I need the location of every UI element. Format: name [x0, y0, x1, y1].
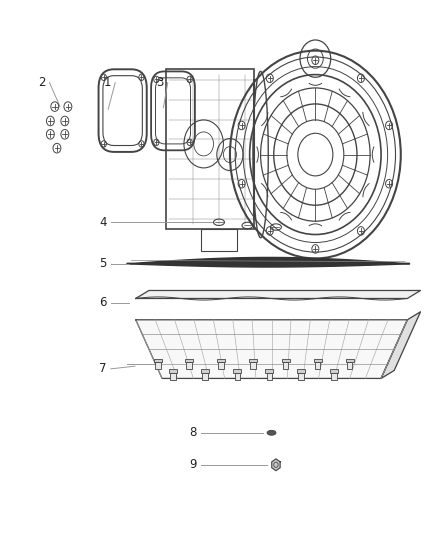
Text: 3: 3 — [156, 76, 163, 89]
Bar — [155, 362, 160, 369]
Polygon shape — [127, 257, 410, 267]
Text: 4: 4 — [99, 216, 107, 229]
Bar — [154, 359, 162, 362]
Bar — [235, 373, 240, 380]
Bar — [297, 369, 305, 373]
Polygon shape — [136, 320, 407, 378]
Text: 8: 8 — [189, 426, 196, 439]
Bar — [185, 359, 193, 362]
Bar — [299, 373, 304, 380]
Bar — [314, 359, 321, 362]
Text: 1: 1 — [103, 76, 111, 89]
Text: 9: 9 — [189, 458, 197, 471]
Bar — [201, 369, 209, 373]
Polygon shape — [381, 312, 420, 378]
Polygon shape — [272, 459, 280, 471]
Bar — [265, 369, 273, 373]
Bar — [187, 362, 192, 369]
Bar — [202, 373, 208, 380]
Bar — [283, 362, 289, 369]
Bar — [347, 362, 352, 369]
Bar — [266, 373, 272, 380]
Bar — [331, 373, 337, 380]
Bar — [170, 373, 176, 380]
Bar — [346, 359, 353, 362]
Text: 2: 2 — [38, 76, 46, 89]
Bar — [330, 369, 338, 373]
Bar — [218, 362, 224, 369]
Ellipse shape — [267, 431, 276, 435]
Bar — [217, 359, 225, 362]
Text: 7: 7 — [99, 362, 107, 375]
Bar — [314, 362, 321, 369]
Polygon shape — [136, 290, 420, 298]
Bar — [249, 359, 257, 362]
Text: 6: 6 — [99, 296, 107, 309]
Bar — [251, 362, 256, 369]
Bar — [233, 369, 241, 373]
Bar — [201, 229, 237, 251]
Bar — [282, 359, 290, 362]
Bar — [169, 369, 177, 373]
Text: 5: 5 — [99, 257, 106, 270]
